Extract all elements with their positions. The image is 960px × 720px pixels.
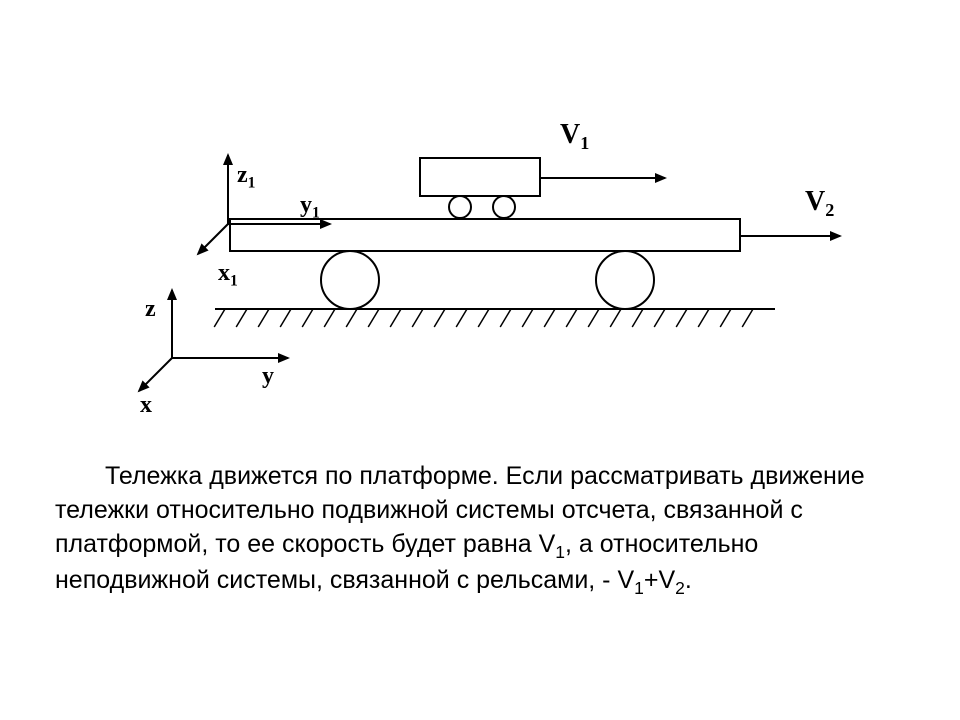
svg-text:y: y	[262, 363, 274, 389]
caption-text: Тележка движется по платформе. Если расс…	[55, 460, 875, 601]
caption-sub1: 1	[555, 542, 565, 562]
svg-text:x: x	[140, 392, 152, 418]
caption-part-d: .	[685, 566, 692, 594]
physics-diagram: V1 V2 z1 y1 x1 z y x	[0, 0, 960, 430]
svg-text:z: z	[145, 296, 156, 322]
caption-sub3: 2	[675, 578, 685, 598]
svg-text:V1: V1	[560, 119, 589, 153]
svg-text:x1: x1	[218, 260, 238, 289]
svg-text:z1: z1	[237, 162, 255, 191]
svg-text:V2: V2	[805, 186, 834, 220]
caption-part-c: +V	[644, 566, 675, 594]
svg-text:y1: y1	[300, 192, 320, 221]
caption-sub2: 1	[634, 578, 644, 598]
diagram-svg: V1 V2 z1 y1 x1 z y x	[0, 0, 960, 430]
